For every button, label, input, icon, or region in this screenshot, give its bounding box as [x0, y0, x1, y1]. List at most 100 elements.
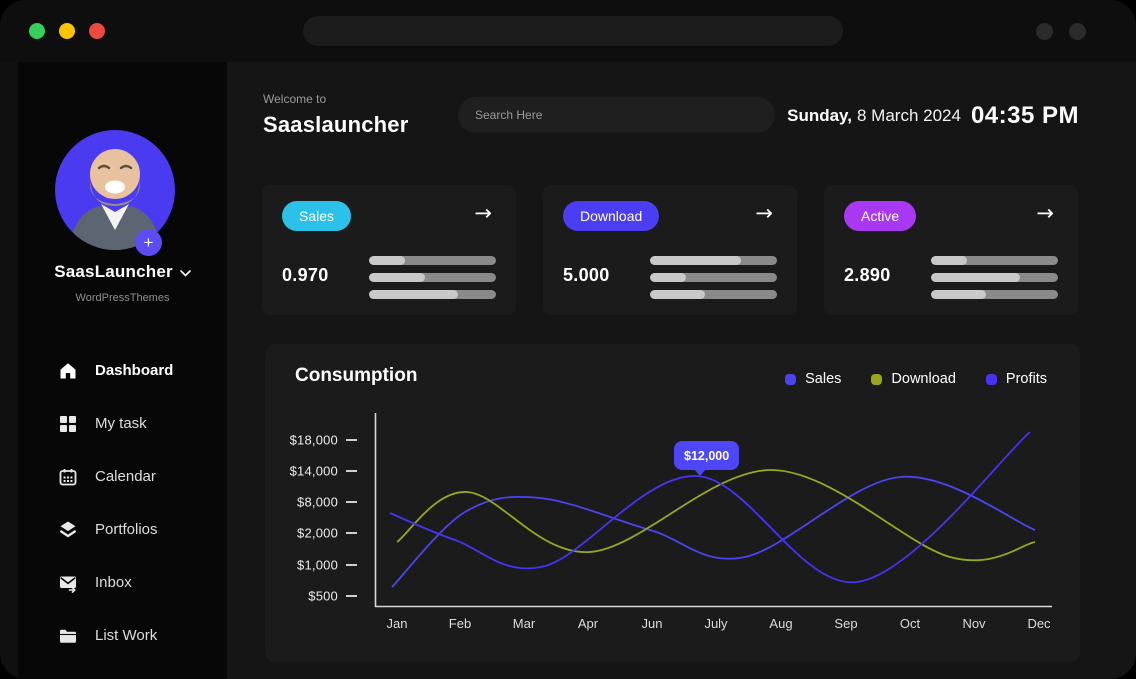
x-tick-label: Apr — [578, 616, 599, 631]
clock-time: 04:35 PM — [970, 102, 1079, 129]
layers-icon — [60, 521, 76, 537]
legend-item-profits[interactable]: Profits — [985, 371, 1047, 387]
date-day: Sunday, — [787, 106, 852, 125]
welcome-text: Welcome to — [263, 92, 327, 106]
progress-bar — [931, 290, 1058, 299]
folder-icon — [60, 629, 76, 643]
stat-card-sales: Sales → 0.970 — [262, 185, 516, 315]
grid-icon — [60, 415, 76, 432]
stat-value: 0.970 — [282, 265, 329, 285]
sidebar-item-portfolios[interactable]: Portfolios — [18, 503, 227, 556]
date-text: 8 March 2024 — [856, 106, 961, 125]
profile-avatar-wrap: + — [55, 130, 175, 256]
y-tick-label: $2,000 — [297, 526, 338, 541]
progress-bar-fill — [369, 256, 405, 265]
progress-bar-fill — [369, 290, 458, 299]
titlebar — [0, 0, 1136, 62]
profile-name: SaasLauncher — [54, 262, 173, 281]
progress-bar — [931, 273, 1058, 282]
traffic-light-yellow-button[interactable] — [59, 23, 75, 39]
progress-bar — [931, 256, 1058, 265]
sidebar-item-dashboard[interactable]: Dashboard — [18, 344, 227, 397]
legend-item-sales[interactable]: Sales — [785, 371, 841, 387]
x-tick-label: Nov — [962, 616, 986, 631]
main-panel: Welcome to Saaslauncher Sunday, 8 March … — [227, 62, 1136, 679]
y-tick-label: $14,000 — [290, 464, 338, 479]
x-tick-label: Aug — [769, 616, 792, 631]
titlebar-dot-left-button[interactable] — [1036, 23, 1053, 40]
arrow-right-icon[interactable]: → — [755, 201, 773, 225]
arrow-right-icon[interactable]: → — [1036, 201, 1054, 225]
series-line-sales — [391, 475, 1036, 588]
traffic-light-green-button[interactable] — [29, 23, 45, 39]
progress-bar — [650, 256, 777, 265]
x-tick-label: Feb — [449, 616, 471, 631]
chevron-down-icon — [180, 269, 191, 277]
progress-bar — [369, 273, 496, 282]
progress-bars — [650, 256, 777, 299]
add-profile-button[interactable]: + — [135, 229, 162, 256]
home-icon — [60, 362, 76, 378]
download-badge: Download — [563, 201, 660, 231]
x-tick-label: Mar — [513, 616, 536, 631]
line-chart: $18,000 $14,000 $8,000 $2,000 $1,000 $50… — [290, 413, 1052, 631]
chart-legend: Sales Download Profits — [785, 371, 1047, 387]
progress-bar — [369, 256, 496, 265]
progress-bar-fill — [650, 290, 705, 299]
sidebar-item-my-task[interactable]: My task — [18, 397, 227, 450]
series-line-download — [396, 469, 1036, 562]
sidebar-item-calendar[interactable]: Calendar — [18, 450, 227, 503]
x-tick-label: Sep — [834, 616, 857, 631]
traffic-light-red-button[interactable] — [89, 23, 105, 39]
legend-label: Profits — [1005, 371, 1047, 387]
chart-title: Consumption — [295, 365, 418, 386]
sidebar-item-label: Dashboard — [95, 362, 174, 379]
progress-bars — [931, 256, 1058, 299]
y-ticks — [346, 439, 357, 597]
y-tick-label: $8,000 — [297, 495, 338, 510]
y-tick-label: $18,000 — [290, 433, 338, 448]
content: + SaasLauncher WordPressThemes Dashboard — [0, 62, 1136, 679]
progress-bar-fill — [369, 273, 425, 282]
progress-bar — [369, 290, 496, 299]
progress-bar-fill — [931, 290, 986, 299]
progress-bar-fill — [650, 256, 742, 265]
stat-card-active: Active → 2.890 — [824, 185, 1078, 315]
legend-item-download[interactable]: Download — [871, 371, 956, 387]
x-tick-label: Jan — [387, 616, 408, 631]
sidebar-item-list-work[interactable]: List Work — [18, 609, 227, 662]
progress-bar-fill — [650, 273, 686, 282]
titlebar-search-input[interactable] — [303, 16, 843, 46]
progress-bar — [650, 273, 777, 282]
search-input[interactable] — [458, 97, 775, 133]
active-badge: Active — [844, 201, 917, 231]
chart-series — [389, 431, 1036, 588]
legend-dot-download — [871, 373, 883, 385]
stat-cards-row: Sales → 0.970 Download → 5.000 — [262, 185, 1078, 315]
titlebar-dot-right-button[interactable] — [1069, 23, 1086, 40]
sidebar-item-label: Portfolios — [95, 521, 158, 538]
series-line-profits — [389, 431, 1031, 583]
y-tick-labels: $18,000 $14,000 $8,000 $2,000 $1,000 $50… — [290, 433, 338, 604]
sidebar-menu: Dashboard My task — [18, 344, 227, 662]
datetime: Sunday, 8 March 2024 04:35 PM — [787, 102, 1079, 130]
sales-badge: Sales — [282, 201, 352, 231]
calendar-icon — [59, 468, 77, 485]
legend-dot-sales — [785, 373, 797, 385]
stat-value: 5.000 — [563, 265, 610, 285]
sidebar: + SaasLauncher WordPressThemes Dashboard — [18, 62, 227, 679]
progress-bar — [650, 290, 777, 299]
profile-switcher[interactable]: SaasLauncher — [18, 262, 227, 282]
sidebar-item-inbox[interactable]: Inbox — [18, 556, 227, 609]
inbox-icon — [60, 576, 76, 593]
y-tick-label: $1,000 — [297, 558, 338, 573]
arrow-right-icon[interactable]: → — [474, 201, 492, 225]
x-tick-label: Dec — [1027, 616, 1051, 631]
progress-bar-fill — [931, 273, 1020, 282]
profile-subtitle: WordPressThemes — [75, 292, 170, 304]
x-tick-label: Jun — [642, 616, 663, 631]
progress-bars — [369, 256, 496, 299]
sidebar-item-label: My task — [95, 415, 147, 432]
